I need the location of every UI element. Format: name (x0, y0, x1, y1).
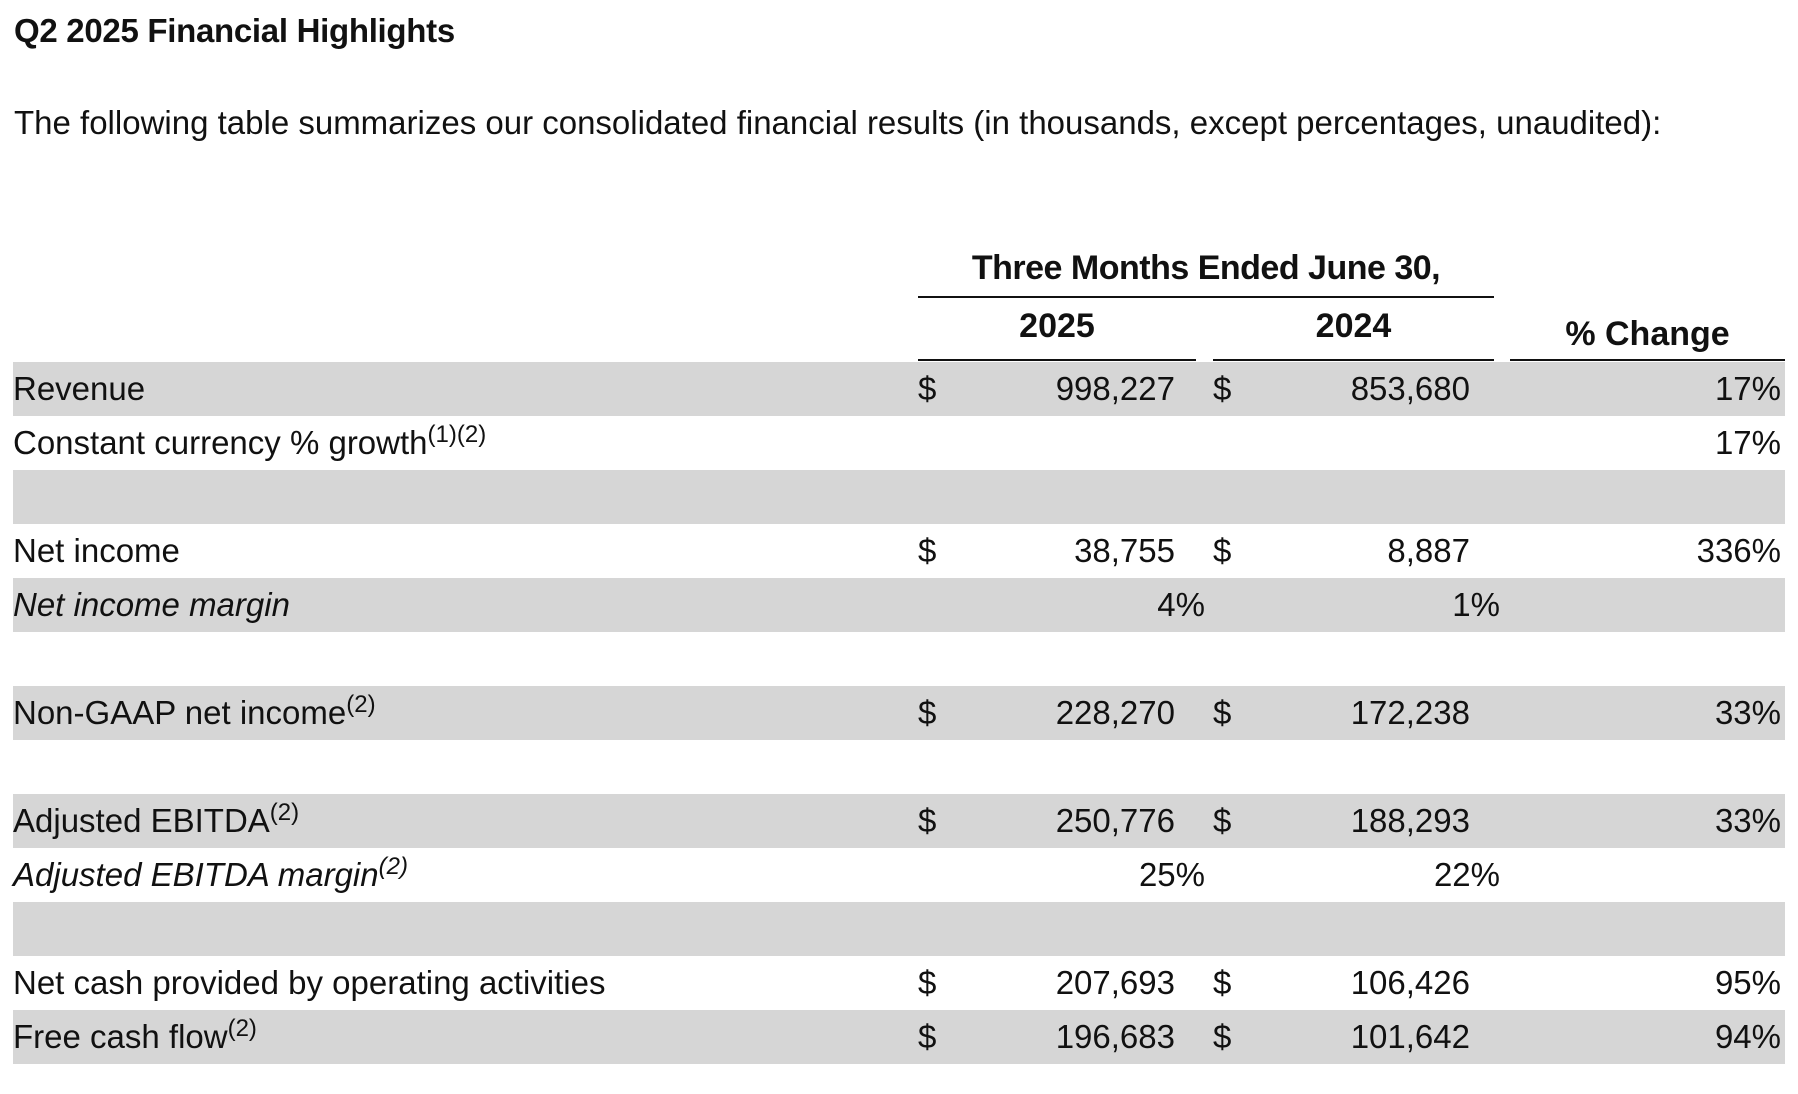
row-label: Net income margin (13, 578, 290, 632)
row-label-text: Constant currency % growth (13, 424, 428, 461)
value-2024: 8,887 (1387, 532, 1470, 569)
value-2024: 853,680 (1350, 370, 1470, 407)
table-row: Net cash provided by operating activitie… (13, 956, 1785, 1010)
currency-symbol-2024: $ (1213, 532, 1232, 569)
row-label: Non-GAAP net income(2) (13, 686, 376, 740)
value-2025: 228,270 (1055, 694, 1175, 731)
row-label: Net cash provided by operating activitie… (13, 956, 606, 1010)
table-row (13, 902, 1785, 956)
footnote-marker: (2) (346, 691, 376, 718)
row-label-text: Adjusted EBITDA (13, 802, 270, 839)
table-row (13, 470, 1785, 524)
currency-symbol-2025: $ (918, 370, 937, 407)
currency-symbol-2024: $ (1213, 802, 1232, 839)
currency-symbol-2025: $ (918, 802, 937, 839)
row-label-text: Adjusted EBITDA margin (13, 856, 379, 893)
margin-2024: 1% (1452, 586, 1500, 623)
footnote-marker: (2) (378, 853, 408, 880)
column-header-2025: 2025 (1019, 307, 1095, 345)
percent-change: 94% (1714, 1018, 1781, 1055)
currency-symbol-2024: $ (1213, 1018, 1232, 1055)
column-header-2024: 2024 (1315, 307, 1392, 345)
percent-change: 95% (1714, 964, 1781, 1001)
footnote-marker: (2) (269, 799, 300, 826)
currency-symbol-2025: $ (918, 964, 937, 1001)
row-label-text: Net cash provided by operating activitie… (13, 964, 606, 1001)
table-row: Non-GAAP net income(2) $228,270 $172,238 33… (13, 686, 1785, 740)
percent-change: 17% (1714, 424, 1781, 461)
row-label-text: Net income (13, 532, 180, 569)
group-header-rule (918, 296, 1494, 298)
row-label: Adjusted EBITDA margin(2) (13, 848, 408, 902)
percent-change: 33% (1714, 802, 1781, 839)
margin-2025: 25% (1138, 856, 1205, 893)
currency-symbol-2025: $ (918, 532, 937, 569)
table-row: Net income margin 4% 1% (13, 578, 1785, 632)
value-2025: 250,776 (1055, 802, 1175, 839)
table-row: Adjusted EBITDA margin(2) 25% 22% (13, 848, 1785, 902)
row-label-text: Revenue (13, 370, 146, 407)
table-row: Net income $38,755 $8,887 336% (13, 524, 1785, 578)
row-label: Adjusted EBITDA(2) (13, 794, 299, 848)
value-2025: 207,693 (1055, 964, 1175, 1001)
value-2025: 998,227 (1055, 370, 1175, 407)
value-2024: 172,238 (1350, 694, 1470, 731)
table-row: Free cash flow(2) $196,683 $101,642 94% (13, 1010, 1785, 1064)
currency-symbol-2024: $ (1213, 694, 1232, 731)
period-group-header: Three Months Ended June 30, (971, 249, 1441, 287)
financial-table: Revenue $998,227 $853,680 17% Constant curre… (13, 362, 1785, 1064)
footnote-marker: (1)(2) (427, 421, 487, 448)
column-change-rule (1510, 359, 1785, 361)
table-row: Revenue $998,227 $853,680 17% (13, 362, 1785, 416)
percent-change: 336% (1696, 532, 1781, 569)
table-row: Constant currency % growth(1)(2) 17% (13, 416, 1785, 470)
page-title: Q2 2025 Financial Highlights (14, 12, 455, 49)
table-row (13, 740, 1785, 794)
currency-symbol-2025: $ (918, 1018, 937, 1055)
column-2024-rule (1213, 359, 1494, 361)
margin-2024: 22% (1433, 856, 1500, 893)
row-label: Revenue (13, 362, 145, 416)
percent-change: 17% (1714, 370, 1781, 407)
row-label-text: Net income margin (13, 586, 290, 623)
value-2024: 188,293 (1350, 802, 1470, 839)
currency-symbol-2024: $ (1213, 964, 1232, 1001)
table-row: Adjusted EBITDA(2) $250,776 $188,293 33% (13, 794, 1785, 848)
currency-symbol-2024: $ (1213, 370, 1232, 407)
intro-paragraph: The following table summarizes our conso… (14, 104, 1662, 141)
currency-symbol-2025: $ (918, 694, 937, 731)
percent-change: 33% (1714, 694, 1781, 731)
value-2024: 106,426 (1350, 964, 1470, 1001)
row-label-text: Free cash flow (13, 1018, 228, 1055)
table-row (13, 632, 1785, 686)
column-header-change: % Change (1565, 315, 1730, 353)
margin-2025: 4% (1157, 586, 1205, 623)
value-2025: 196,683 (1055, 1018, 1175, 1055)
row-label: Net income (13, 524, 180, 578)
row-label-text: Non-GAAP net income (13, 694, 347, 731)
row-label: Constant currency % growth(1)(2) (13, 416, 486, 470)
footnote-marker: (2) (227, 1015, 257, 1042)
value-2025: 38,755 (1074, 532, 1175, 569)
value-2024: 101,642 (1350, 1018, 1470, 1055)
row-label: Free cash flow(2) (13, 1010, 257, 1064)
column-2025-rule (918, 359, 1196, 361)
